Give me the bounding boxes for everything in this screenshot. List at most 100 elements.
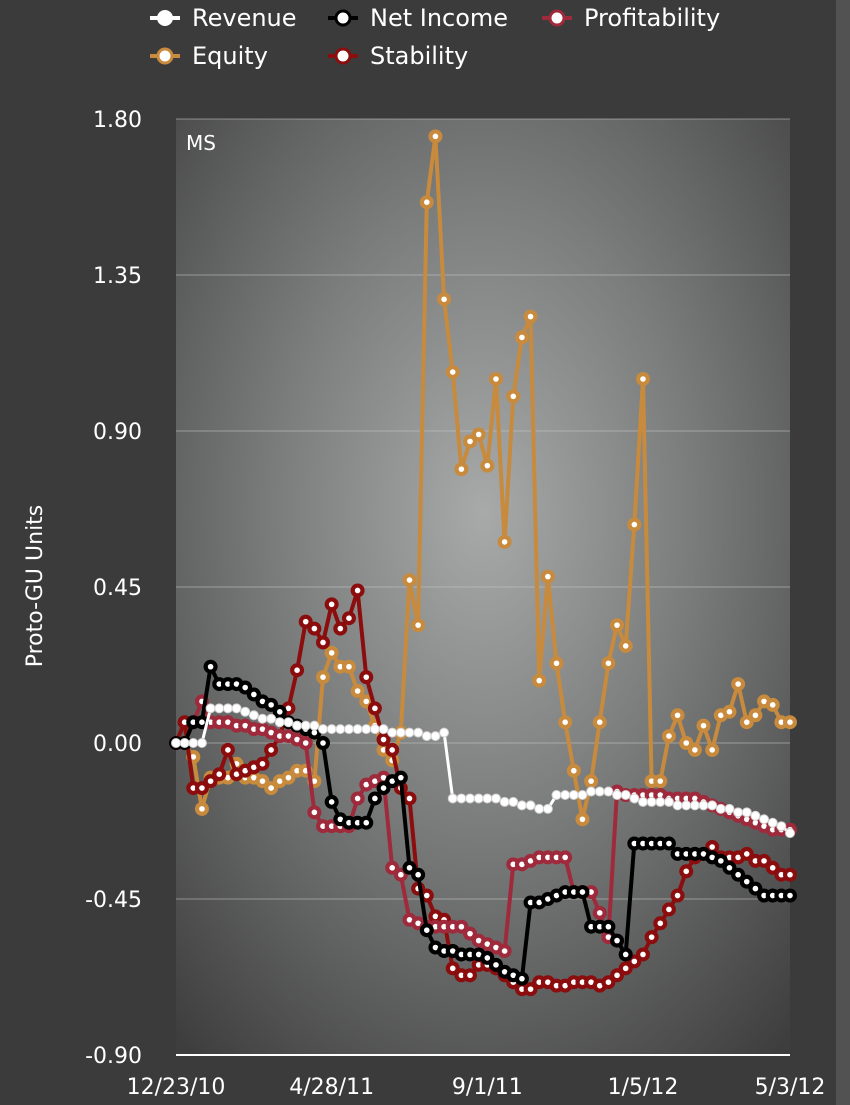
data-point[interactable] [620, 790, 631, 800]
data-point[interactable] [637, 796, 648, 807]
data-point-core [294, 767, 300, 774]
data-point[interactable] [421, 731, 432, 742]
data-point[interactable] [490, 793, 501, 804]
data-point-core [268, 702, 274, 708]
data-point[interactable] [196, 738, 207, 748]
data-point[interactable] [378, 724, 389, 735]
data-point-core [683, 740, 690, 746]
data-point[interactable] [387, 727, 398, 738]
data-point[interactable] [171, 738, 181, 748]
data-point[interactable] [689, 800, 700, 811]
data-point[interactable] [318, 724, 329, 735]
data-point-core [242, 722, 248, 729]
data-point[interactable] [646, 796, 657, 807]
data-point[interactable] [560, 790, 571, 800]
data-point[interactable] [663, 796, 674, 807]
data-point[interactable] [499, 796, 510, 807]
data-point[interactable] [274, 717, 285, 728]
data-point[interactable] [525, 800, 536, 811]
data-point[interactable] [508, 796, 519, 807]
legend-item-profitability[interactable]: Profitability [542, 4, 720, 32]
data-point[interactable] [222, 703, 233, 714]
data-point[interactable] [542, 803, 553, 814]
data-point-core [225, 747, 231, 753]
data-point-core [467, 438, 473, 445]
data-point-core [233, 681, 240, 687]
data-point[interactable] [395, 727, 406, 738]
data-point[interactable] [352, 724, 363, 735]
data-point-core [700, 851, 707, 857]
data-point[interactable] [707, 800, 718, 811]
data-point[interactable] [214, 703, 225, 714]
data-point[interactable] [205, 703, 216, 714]
data-point-core [302, 740, 309, 746]
data-point[interactable] [715, 803, 726, 814]
data-point[interactable] [309, 720, 320, 731]
data-point[interactable] [465, 793, 476, 804]
data-point[interactable] [404, 727, 415, 738]
data-point[interactable] [283, 717, 294, 728]
data-point[interactable] [750, 810, 761, 821]
data-point[interactable] [534, 803, 545, 814]
data-point[interactable] [516, 800, 527, 811]
data-point[interactable] [361, 724, 372, 735]
data-point-core [579, 889, 586, 895]
data-point-core [225, 774, 231, 781]
data-point[interactable] [231, 703, 242, 714]
data-point[interactable] [594, 786, 605, 797]
data-point[interactable] [240, 706, 251, 717]
data-point-core [328, 823, 335, 829]
data-point[interactable] [439, 727, 450, 738]
data-point[interactable] [741, 807, 752, 818]
data-point-core [493, 962, 499, 968]
data-point[interactable] [681, 800, 692, 811]
data-point[interactable] [300, 720, 311, 731]
data-point[interactable] [586, 786, 597, 797]
data-point[interactable] [577, 790, 588, 800]
data-point[interactable] [430, 731, 441, 742]
data-point[interactable] [447, 793, 458, 804]
data-point-core [423, 927, 430, 933]
data-point[interactable] [776, 821, 787, 832]
data-point-core [666, 840, 672, 847]
data-point[interactable] [733, 807, 744, 818]
data-point[interactable] [785, 828, 795, 839]
data-point[interactable] [456, 793, 467, 804]
data-point[interactable] [292, 720, 303, 731]
data-point[interactable] [343, 724, 354, 735]
legend-item-revenue[interactable]: Revenue [150, 4, 297, 32]
data-point[interactable] [724, 803, 735, 814]
data-point[interactable] [767, 817, 778, 828]
data-point-core [579, 816, 586, 823]
data-point[interactable] [759, 814, 770, 825]
data-point[interactable] [413, 727, 424, 738]
legend-item-net-income[interactable]: Net Income [328, 4, 508, 32]
data-point[interactable] [257, 713, 268, 724]
data-point-core [519, 975, 525, 982]
data-point[interactable] [188, 738, 199, 748]
data-point[interactable] [326, 724, 337, 735]
data-point[interactable] [482, 793, 493, 804]
legend-swatch-marker [157, 10, 173, 26]
data-point[interactable] [568, 790, 579, 800]
data-point[interactable] [369, 724, 380, 735]
data-point[interactable] [551, 790, 562, 800]
data-point-core [233, 722, 240, 729]
data-point-core [389, 778, 395, 784]
data-point[interactable] [335, 724, 346, 735]
data-point[interactable] [603, 786, 614, 797]
data-point[interactable] [266, 713, 277, 724]
data-point[interactable] [698, 800, 709, 811]
data-point[interactable] [473, 793, 484, 804]
data-point-core [302, 618, 309, 625]
data-point[interactable] [179, 738, 190, 748]
data-point[interactable] [612, 790, 623, 800]
data-point-core [276, 709, 283, 715]
legend-item-stability[interactable]: Stability [328, 42, 468, 70]
data-point[interactable] [672, 800, 683, 811]
data-point[interactable] [248, 710, 259, 721]
legend-item-equity[interactable]: Equity [150, 42, 268, 70]
data-point[interactable] [655, 796, 666, 807]
data-point-core [562, 719, 568, 725]
data-point[interactable] [629, 793, 640, 804]
